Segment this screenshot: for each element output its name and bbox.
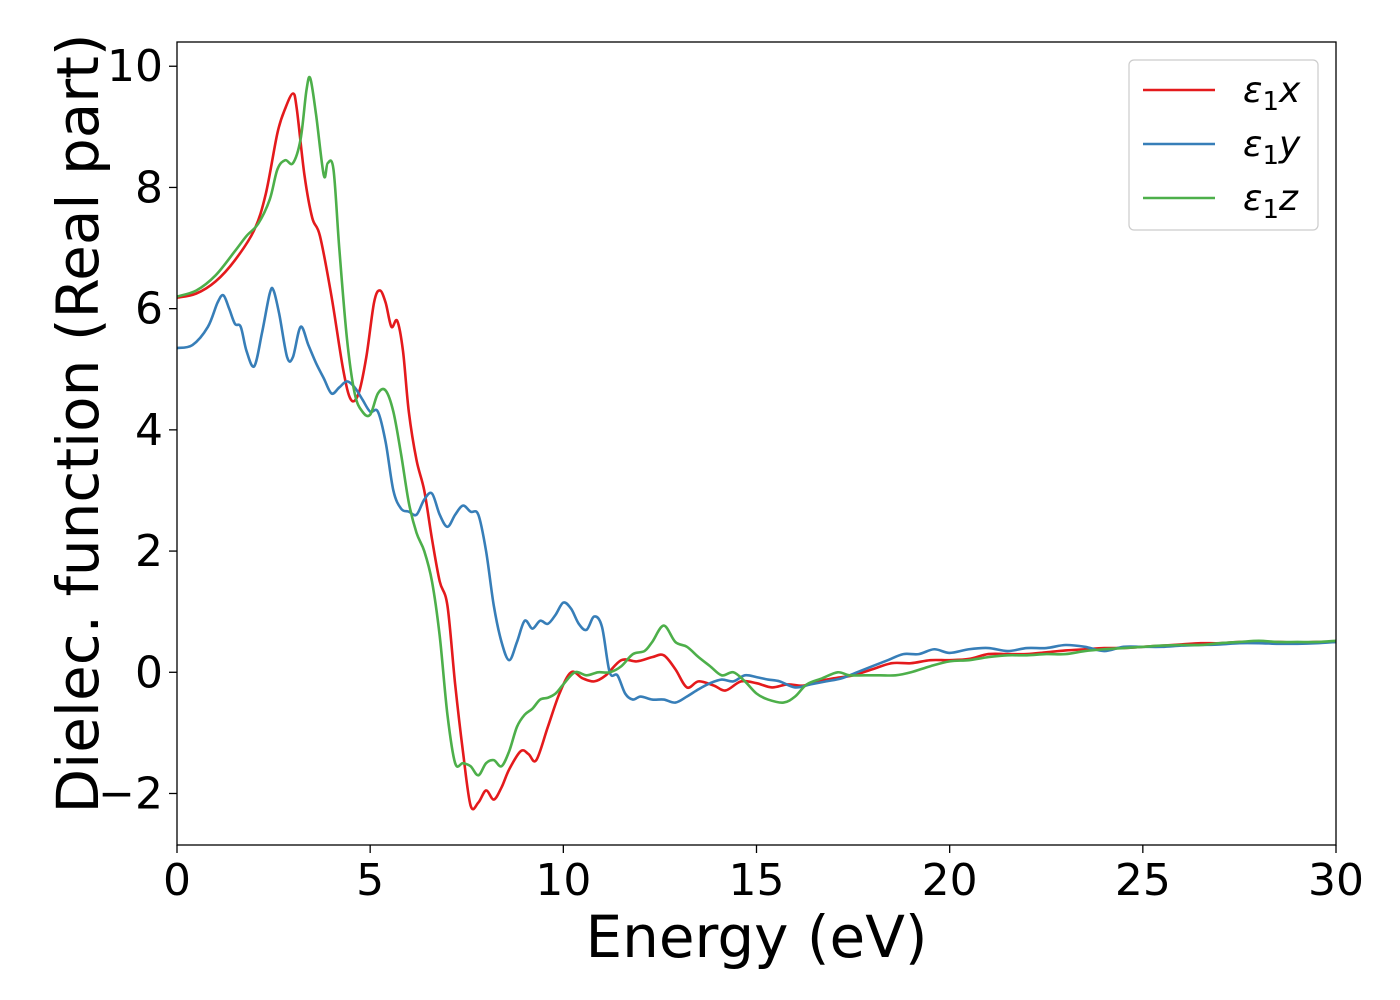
y-tick-label: 10 (107, 41, 163, 92)
y-tick-label: −2 (98, 768, 163, 819)
y-tick-label: 8 (135, 162, 163, 213)
x-tick-label: 25 (1115, 855, 1171, 906)
y-tick-label: 2 (135, 526, 163, 577)
legend-label: ε1y (1243, 124, 1301, 171)
legend-box (1128, 59, 1319, 231)
legend-label: ε1z (1243, 178, 1299, 225)
x-tick-label: 10 (535, 855, 591, 906)
x-tick-label: 30 (1308, 855, 1364, 906)
series-line-x (176, 92, 1337, 811)
x-axis-ticks: 0 5 10 15 20 25 30 (163, 845, 1364, 906)
series-line-z (176, 75, 1337, 777)
series-layer (176, 75, 1337, 811)
y-axis-ticks: −2 0 2 4 6 8 10 (98, 41, 177, 819)
legend-label: ε1x (1243, 70, 1301, 117)
y-tick-label: 6 (135, 284, 163, 335)
legend-item-z: ε1z (1143, 178, 1299, 225)
y-tick-label: 4 (135, 405, 163, 456)
y-tick-label: 0 (135, 647, 163, 698)
x-tick-label: 15 (729, 855, 785, 906)
legend: ε1x ε1y ε1z (1128, 59, 1319, 231)
series-line-y (176, 286, 1337, 704)
x-tick-label: 5 (356, 855, 384, 906)
legend-items: ε1x ε1y ε1z (1143, 70, 1301, 225)
x-tick-label: 0 (163, 855, 191, 906)
x-tick-label: 20 (922, 855, 978, 906)
x-axis-title: Energy (eV) (585, 903, 927, 971)
legend-item-x: ε1x (1143, 70, 1301, 117)
y-axis-title: Dielec. function (Real part) (44, 33, 112, 813)
legend-item-y: ε1y (1143, 124, 1301, 171)
